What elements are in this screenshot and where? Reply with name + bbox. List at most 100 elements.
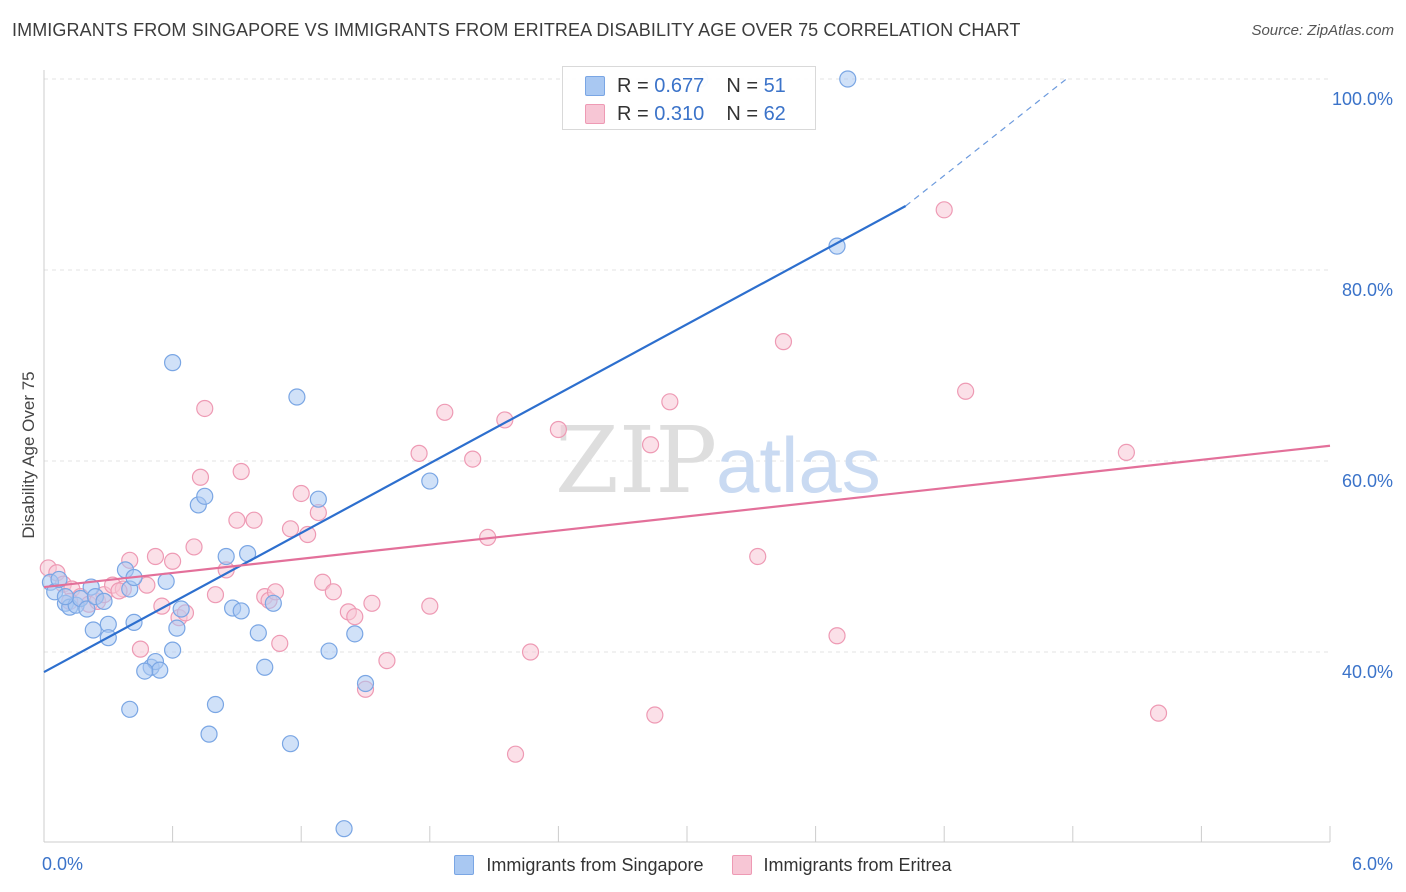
singapore-point [200,725,218,743]
singapore-point [56,588,75,606]
x-tick-label: 0.0% [42,854,83,874]
y-tick-label: 40.0% [1342,662,1393,682]
eritrea-point [196,399,214,418]
singapore-point [281,735,300,753]
n-value-eritrea: 62 [763,102,786,125]
eritrea-point [506,745,525,763]
eritrea-point [410,444,428,462]
singapore-swatch [585,76,605,96]
singapore-point [157,572,175,590]
singapore-trend-line [43,205,907,674]
n-value-singapore: 51 [763,74,786,97]
eritrea-point [464,450,482,468]
singapore-point [206,695,225,714]
singapore-point [78,600,96,618]
eritrea-point [206,586,225,604]
singapore-point [151,661,169,679]
series-eritrea [39,201,1168,763]
eritrea-point [1149,704,1168,722]
eritrea-point [191,468,210,486]
y-axis-label: Disability Age Over 75 [19,371,38,538]
singapore-point [95,592,113,610]
y-tick-label: 60.0% [1342,471,1393,491]
x-tick-label: 6.0% [1352,854,1393,874]
eritrea-point [138,576,156,594]
singapore-point [256,658,274,676]
r-value-singapore: 0.677 [654,74,705,97]
eritrea-point [421,597,439,615]
eritrea-point [164,552,182,570]
eritrea-point [324,583,342,601]
chart-title: IMMIGRANTS FROM SINGAPORE VS IMMIGRANTS … [12,20,1021,40]
legend-item-eritrea: Immigrants from Eritrea [731,854,952,876]
eritrea-point [185,538,203,556]
n-label: N = [726,102,758,125]
singapore-point [172,600,190,618]
eritrea-point [228,511,246,529]
r-label: R = [617,102,649,125]
eritrea-point [549,420,568,439]
eritrea-point [1117,443,1135,462]
eritrea-point [131,640,150,658]
singapore-point [164,641,182,659]
legend-row-eritrea: R = 0.310 N = 62 [585,102,786,126]
singapore-point [264,594,282,612]
legend-item-singapore: Immigrants from Singapore [454,854,704,876]
eritrea-point [646,706,664,724]
singapore-point [136,662,154,680]
singapore-point [196,487,214,505]
watermark: ZIP atlas [555,407,881,514]
singapore-point [288,388,306,406]
legend-label-singapore: Immigrants from Singapore [486,854,704,875]
eritrea-point [346,608,364,626]
eritrea-swatch [731,855,752,875]
singapore-point [84,621,102,639]
trend-lines [43,78,1331,674]
correlation-legend: R = 0.677 N = 51 R = 0.310 N = 62 [562,66,816,130]
eritrea-point [271,634,289,653]
y-tick-label: 100.0% [1332,89,1393,109]
n-label: N = [726,74,758,97]
eritrea-swatch [585,104,605,124]
y-tick-label: 80.0% [1342,280,1393,300]
eritrea-point [232,462,250,481]
series-legend: Immigrants from Singapore Immigrants fro… [0,851,1406,879]
eritrea-point [363,594,381,612]
singapore-point [232,602,250,620]
singapore-point [320,642,338,660]
eritrea-point [957,382,975,400]
legend-label-eritrea: Immigrants from Eritrea [763,854,952,875]
eritrea-point [521,643,540,661]
eritrea-point [245,511,263,529]
eritrea-point [378,651,396,670]
axes: 40.0% 60.0% 80.0% 100.0% 0.0% 6.0% [42,70,1393,874]
eritrea-point [774,333,793,351]
eritrea-point [436,403,454,421]
eritrea-point [661,393,679,411]
eritrea-trend-line [43,444,1331,589]
watermark-atlas: atlas [716,421,881,509]
singapore-point [121,700,139,718]
watermark-zip: ZIP [555,407,717,514]
singapore-point [249,624,267,642]
eritrea-point [292,484,310,503]
singapore-swatch [454,855,475,875]
singapore-point [168,619,186,637]
singapore-point [839,70,857,88]
singapore-point [356,674,375,693]
singapore-point [346,625,364,643]
singapore-point [335,820,353,838]
singapore-trend-extension [905,78,1067,207]
eritrea-point [146,547,165,566]
eritrea-point [828,627,846,645]
eritrea-point [935,201,953,219]
singapore-point [50,570,68,589]
eritrea-point [281,520,300,538]
singapore-point [421,472,439,490]
singapore-point [164,354,182,372]
eritrea-point [641,436,660,454]
source-label: Source: ZipAtlas.com [1251,22,1394,39]
r-value-eritrea: 0.310 [654,102,705,125]
singapore-point [217,547,235,566]
